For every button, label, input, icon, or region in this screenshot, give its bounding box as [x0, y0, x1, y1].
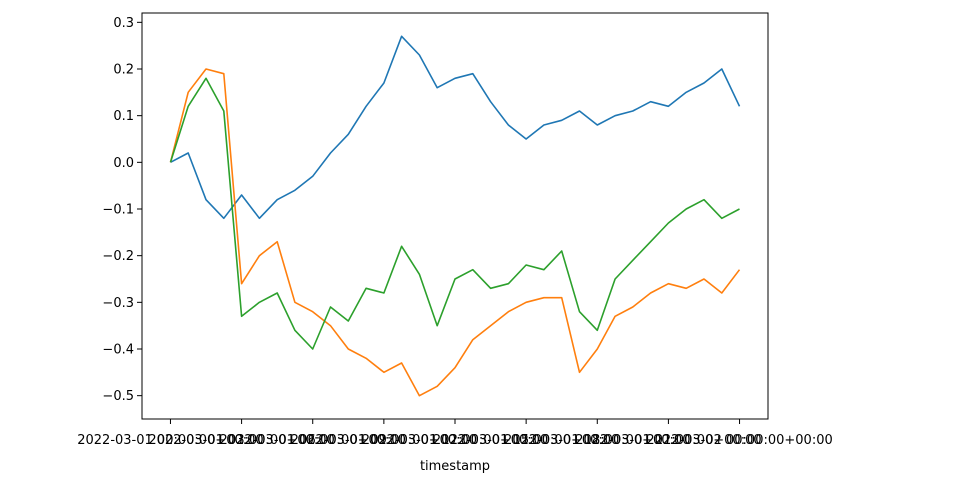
y-tick-label: 0.3	[113, 16, 134, 31]
y-tick-label: 0.0	[113, 156, 134, 171]
x-tick-label: 2022-03-01 09:00:00+00:00	[291, 433, 477, 448]
series-line-1	[170, 35, 741, 220]
y-axis: −0.5 −0.4 −0.3 −0.2 −0.1 0.0 0.1 0.2 0.3	[102, 16, 142, 404]
x-tick-label: 2022-03-01 03:00:00+00:00	[148, 433, 334, 448]
y-tick-label: −0.3	[102, 296, 134, 311]
x-tick-label: 2022-03-01 18:00:00+00:00	[504, 433, 690, 448]
x-tick-label: 2022-03-01 15:00:00+00:00	[433, 433, 619, 448]
x-tick-label: 2022-03-01 06:00:00+00:00	[220, 433, 406, 448]
x-axis-title: timestamp	[420, 459, 490, 474]
series-line-3	[169, 77, 740, 350]
series-line-2	[169, 68, 741, 397]
x-tick-label: 2022-03-01 12:00:00+00:00	[362, 433, 548, 448]
y-tick-label: −0.4	[102, 343, 134, 358]
series-layer	[169, 35, 741, 397]
y-tick-label: −0.2	[102, 249, 134, 264]
x-tick-label: 2022-03-01 00:00:00+00:00	[77, 433, 263, 448]
y-tick-label: 0.2	[113, 63, 134, 78]
x-tick-label: 2022-03-01 21:00:00+00:00	[575, 433, 761, 448]
y-tick-label: −0.1	[102, 203, 134, 218]
x-tick-label: 2022-03-02 00:00:00+00:00	[646, 433, 832, 448]
y-tick-label: −0.5	[102, 389, 134, 404]
y-tick-label: 0.1	[113, 109, 134, 124]
